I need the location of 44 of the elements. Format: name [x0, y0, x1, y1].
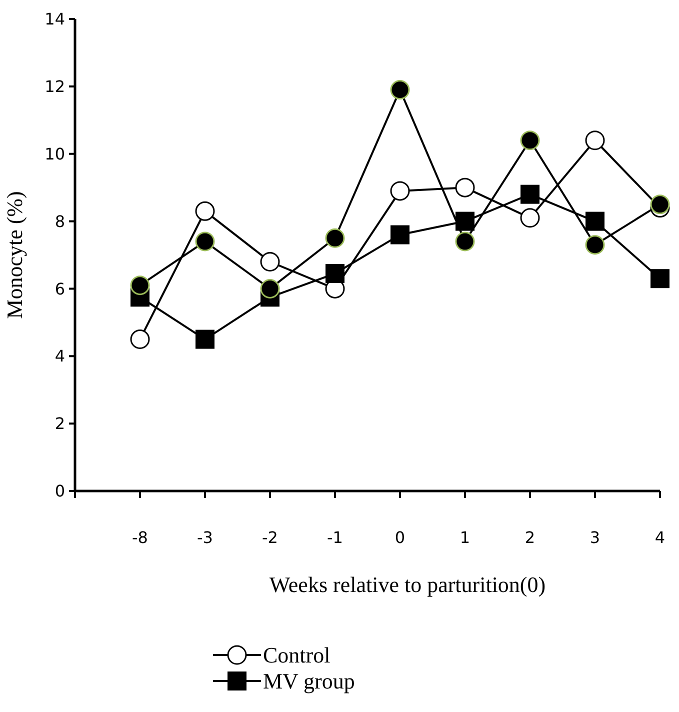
x-tick-label: -3	[197, 528, 213, 547]
x-tick-label: 0	[394, 528, 406, 547]
point	[390, 80, 410, 100]
x-axis-title: Weeks relative to parturition(0)	[269, 572, 546, 597]
point	[260, 252, 280, 272]
point	[456, 212, 474, 231]
point	[390, 225, 410, 244]
point	[586, 212, 604, 231]
point	[130, 276, 150, 296]
x-tick-label: -8	[132, 528, 148, 547]
x-tick-label: 3	[590, 528, 600, 547]
x-tick-label: 1	[460, 528, 470, 547]
point	[520, 130, 540, 150]
y-tick-label: 4	[54, 346, 65, 366]
point	[650, 194, 670, 214]
x-tick-label: -1	[327, 528, 343, 547]
x-tick-label: 4	[654, 528, 666, 547]
x-tick-label: 2	[524, 528, 536, 547]
point	[520, 184, 540, 204]
point	[326, 264, 344, 284]
y-tick-label: 10	[44, 144, 65, 164]
y-tick-label: 14	[44, 10, 65, 29]
point	[130, 330, 150, 350]
point	[455, 232, 475, 252]
y-tick-label: 8	[54, 212, 65, 231]
point	[520, 208, 540, 228]
y-axis-title: Monocyte (%)	[2, 191, 27, 319]
point	[195, 232, 215, 252]
y-tick-label: 12	[44, 77, 65, 96]
point	[585, 130, 605, 150]
point	[260, 278, 280, 298]
y-tick-label: 2	[54, 414, 65, 434]
point	[325, 228, 345, 248]
legend-label: MV group	[263, 668, 355, 694]
point	[390, 181, 410, 201]
x-tick-label: -2	[262, 528, 278, 547]
point	[455, 178, 475, 198]
point	[650, 269, 670, 288]
point	[585, 235, 605, 255]
legend-label: Control	[263, 642, 330, 668]
point	[196, 330, 214, 349]
y-tick-label: 6	[54, 279, 65, 298]
point	[195, 201, 215, 221]
y-tick-label: 0	[54, 482, 65, 501]
